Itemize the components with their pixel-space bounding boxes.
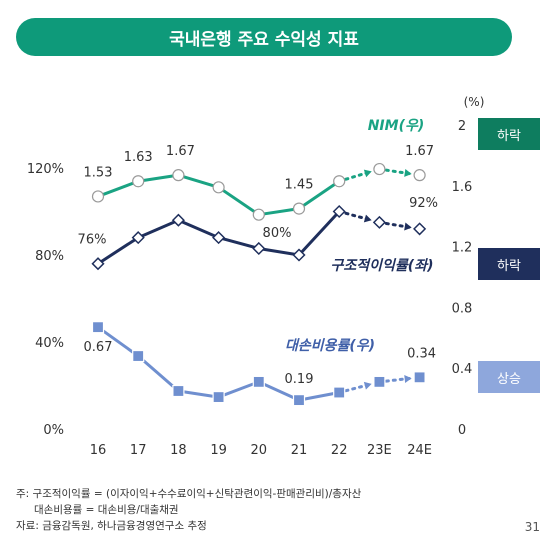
credit-cost-marker — [172, 384, 185, 398]
nim-marker — [132, 175, 145, 188]
right-axis-tick-label: 0.4 — [452, 362, 473, 377]
left-axis-tick-label: 0% — [43, 423, 64, 438]
x-axis-tick-label: 22 — [331, 443, 348, 458]
x-axis-tick-label: 23E — [367, 443, 392, 458]
data-label: 1.53 — [84, 165, 113, 180]
x-axis-tick-label: 17 — [130, 443, 147, 458]
structural-marker — [292, 248, 306, 262]
structural-marker — [171, 213, 185, 227]
nim-marker — [91, 190, 105, 203]
data-label: 1.63 — [124, 150, 153, 165]
structural-marker — [332, 204, 346, 219]
right-axis-tick-label: 0 — [458, 423, 466, 438]
nim-marker — [292, 202, 306, 215]
credit-cost-marker — [373, 375, 386, 388]
x-axis-tick-label: 18 — [170, 443, 187, 458]
credit-cost-badge: 상승 — [478, 361, 540, 393]
structural-marker — [131, 231, 145, 245]
credit-cost-marker — [252, 375, 265, 388]
structural-marker — [212, 231, 226, 245]
x-axis-tick-label: 16 — [90, 443, 107, 458]
data-label: 1.45 — [285, 178, 314, 193]
structural-badge: 하락 — [478, 248, 540, 280]
data-label: 1.67 — [166, 144, 195, 159]
nim-marker — [413, 169, 426, 182]
left-axis-tick-label: 80% — [35, 249, 64, 264]
data-label: 1.67 — [405, 144, 434, 159]
data-label: 0.34 — [407, 346, 436, 361]
data-label: 80% — [263, 226, 292, 241]
credit-cost-marker — [91, 321, 105, 334]
data-label: 92% — [409, 196, 438, 211]
right-axis-unit: (%) — [464, 95, 485, 109]
structural-marker — [252, 241, 266, 256]
forecast-arrowhead — [363, 381, 372, 390]
nim-marker — [373, 162, 386, 176]
right-axis-tick-label: 2 — [458, 119, 466, 134]
x-axis-tick-label: 20 — [251, 443, 268, 458]
data-label: 76% — [78, 233, 107, 248]
right-axis-tick-label: 1.2 — [452, 241, 473, 256]
credit-cost-series-label: 대손비용률(우) — [285, 338, 375, 354]
structural-marker — [413, 222, 427, 236]
left-axis-tick-label: 120% — [27, 162, 64, 177]
credit-cost-marker — [132, 349, 145, 363]
x-axis-tick-label: 24E — [407, 443, 432, 458]
data-label: 0.19 — [285, 372, 314, 387]
nim-marker — [333, 175, 346, 188]
right-axis-tick-label: 0.8 — [452, 301, 473, 316]
footnotes: 주: 구조적이익률 = (이자이익+수수료이익+신탁관련이익-판매관리비)/총자… — [16, 486, 361, 534]
right-axis-tick-label: 1.6 — [452, 180, 473, 195]
chart: 0% 40% 80% 120% 0 0.4 0.8 1.2 1.6 2 (%) 16 17 18 19 20 2… — [27, 95, 485, 458]
forecast-arrowhead — [404, 168, 412, 177]
footnote-source: 자료: 금융감독원, 하나금융경영연구소 추정 — [16, 520, 207, 532]
x-axis-tick-label: 21 — [291, 443, 308, 458]
structural-marker — [91, 257, 105, 271]
nim-marker — [252, 208, 265, 221]
page-number: 31 — [524, 520, 540, 534]
forecast-arrowhead — [404, 375, 412, 383]
forecast-arrowhead — [363, 169, 372, 178]
structural-marker — [372, 215, 386, 229]
forecast-arrowhead — [404, 222, 412, 231]
forecast-arrowhead — [363, 214, 372, 223]
credit-cost-marker — [413, 371, 426, 384]
credit-cost-marker — [292, 394, 306, 407]
nim-marker — [212, 181, 225, 194]
left-axis-tick-label: 40% — [35, 336, 64, 351]
nim-badge: 하락 — [478, 118, 540, 150]
title-banner: 국내은행 주요 수익성 지표 — [16, 18, 512, 56]
credit-cost-marker — [212, 390, 225, 404]
chart-title: 국내은행 주요 수익성 지표 — [169, 29, 359, 50]
data-label: 0.67 — [84, 340, 113, 355]
structural-series-label: 구조적이익률(좌) — [331, 258, 434, 274]
nim-series-label: NIM(우) — [368, 118, 425, 134]
footnote-definition-2: 대손비용률 = 대손비용/대출채권 — [34, 504, 179, 516]
x-axis-tick-label: 19 — [210, 443, 227, 458]
credit-cost-marker — [333, 386, 346, 399]
footnote-definition: 주: 구조적이익률 = (이자이익+수수료이익+신탁관련이익-판매관리비)/총자… — [16, 488, 362, 500]
nim-marker — [172, 169, 185, 182]
